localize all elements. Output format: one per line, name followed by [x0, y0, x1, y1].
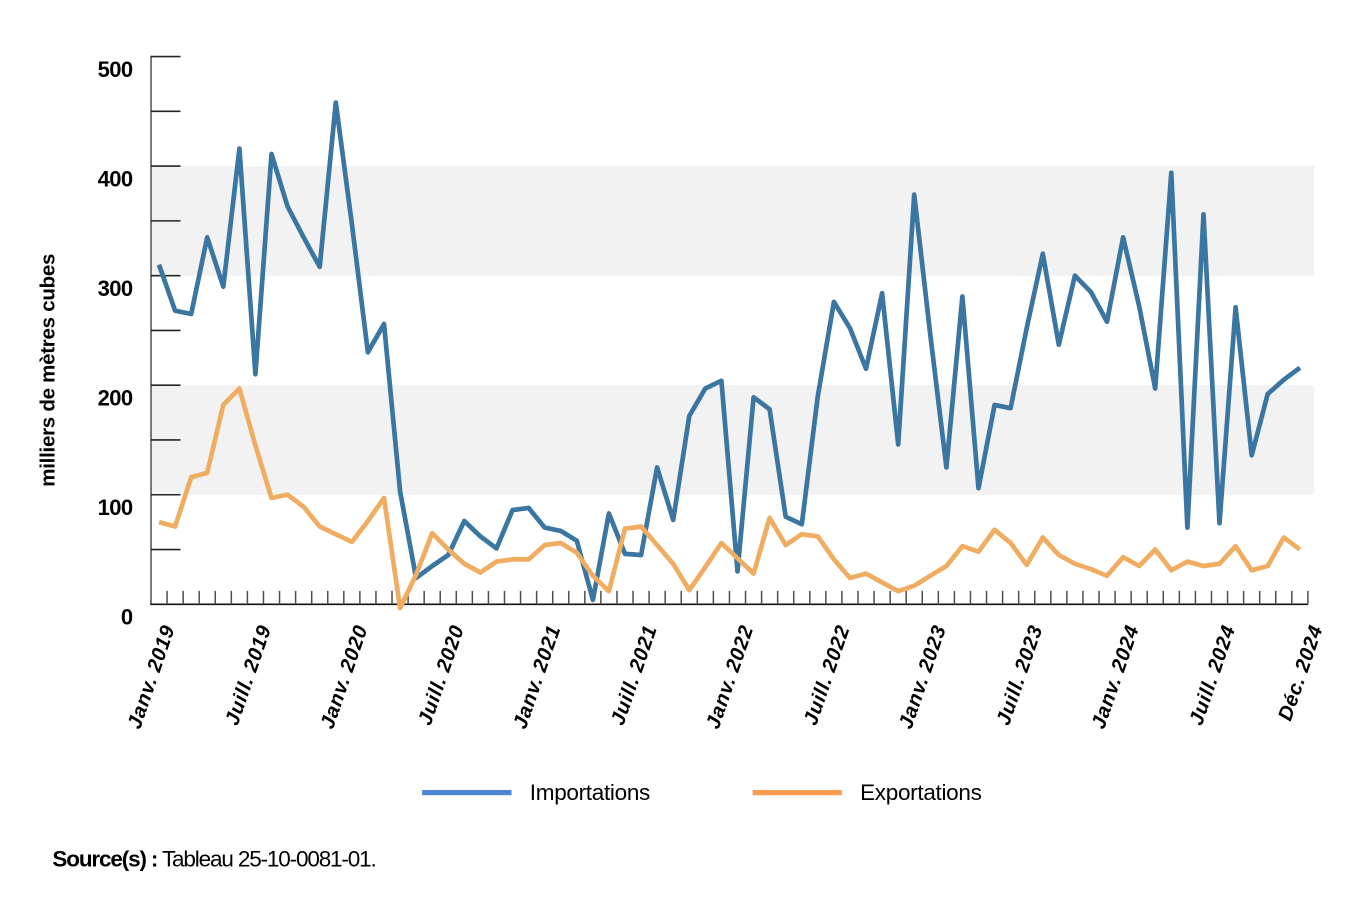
svg-text:Source(s) : Tableau 25-10-0081: Source(s) : Tableau 25-10-0081-01. [52, 847, 375, 872]
svg-text:milliers de mètres cubes: milliers de mètres cubes [37, 254, 60, 487]
svg-text:200: 200 [98, 386, 133, 411]
svg-text:0: 0 [121, 605, 133, 630]
svg-text:Exportations: Exportations [860, 780, 982, 805]
svg-text:100: 100 [98, 495, 133, 520]
svg-text:400: 400 [98, 167, 133, 192]
svg-text:300: 300 [98, 276, 133, 301]
svg-text:Importations: Importations [530, 780, 650, 805]
svg-text:500: 500 [98, 57, 133, 82]
